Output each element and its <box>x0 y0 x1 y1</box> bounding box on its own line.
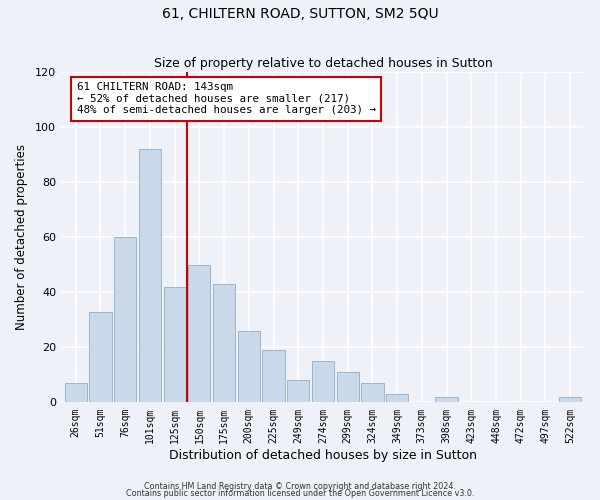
Text: Contains public sector information licensed under the Open Government Licence v3: Contains public sector information licen… <box>126 489 474 498</box>
Bar <box>213 284 235 403</box>
Y-axis label: Number of detached properties: Number of detached properties <box>15 144 28 330</box>
Bar <box>312 361 334 403</box>
Text: Contains HM Land Registry data © Crown copyright and database right 2024.: Contains HM Land Registry data © Crown c… <box>144 482 456 491</box>
Bar <box>114 238 136 402</box>
Bar <box>188 265 211 402</box>
Bar <box>89 312 112 402</box>
Text: 61 CHILTERN ROAD: 143sqm
← 52% of detached houses are smaller (217)
48% of semi-: 61 CHILTERN ROAD: 143sqm ← 52% of detach… <box>77 82 376 115</box>
Bar <box>386 394 408 402</box>
Bar <box>361 383 383 402</box>
Bar <box>337 372 359 402</box>
Bar <box>559 397 581 402</box>
X-axis label: Distribution of detached houses by size in Sutton: Distribution of detached houses by size … <box>169 450 477 462</box>
Bar <box>436 397 458 402</box>
Text: 61, CHILTERN ROAD, SUTTON, SM2 5QU: 61, CHILTERN ROAD, SUTTON, SM2 5QU <box>161 8 439 22</box>
Title: Size of property relative to detached houses in Sutton: Size of property relative to detached ho… <box>154 56 493 70</box>
Bar <box>139 149 161 403</box>
Bar <box>287 380 310 402</box>
Bar <box>65 383 87 402</box>
Bar <box>262 350 284 403</box>
Bar <box>164 287 186 403</box>
Bar <box>238 331 260 402</box>
